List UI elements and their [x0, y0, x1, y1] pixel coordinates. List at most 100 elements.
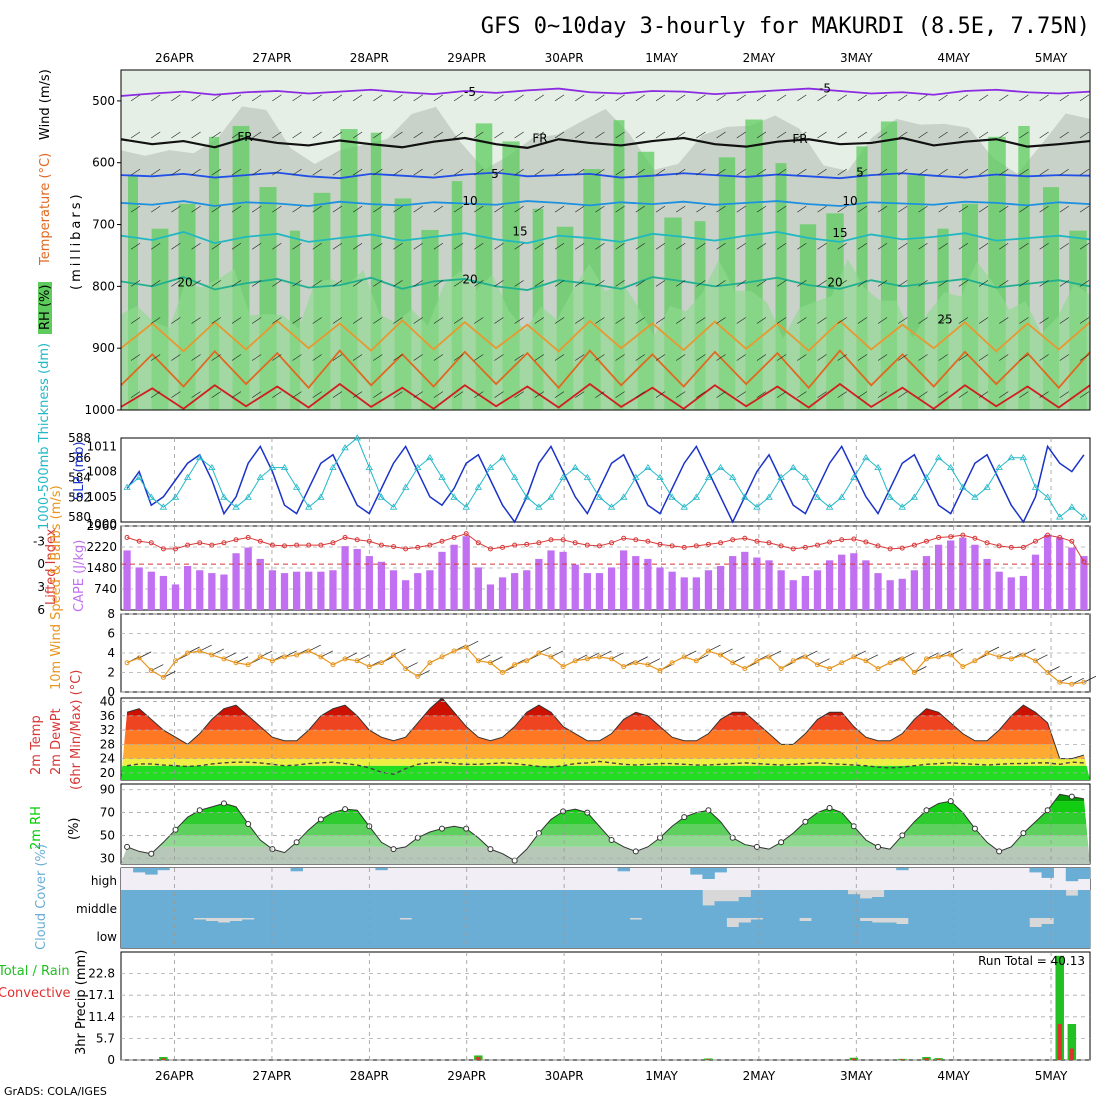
wind-barb	[332, 168, 343, 176]
temp-contour-2	[120, 171, 1091, 180]
wind-barb	[433, 391, 444, 398]
wind-barb	[837, 354, 847, 361]
wind-barb	[474, 131, 484, 139]
cloud-cell-low	[1077, 918, 1091, 948]
wind-barb	[534, 94, 544, 102]
rh-moist-column	[856, 146, 868, 410]
rh-point	[245, 821, 252, 827]
wind-barb	[433, 243, 444, 250]
wind-barb	[635, 205, 645, 213]
li-point	[681, 544, 687, 550]
li-point	[596, 543, 602, 549]
thickness-point	[692, 493, 701, 500]
cape-label: CAPE (J/kg)	[72, 540, 87, 612]
thickness-point	[486, 463, 495, 471]
wind-barb	[978, 205, 989, 213]
wind-barb	[1019, 168, 1029, 176]
wind-barb	[171, 280, 181, 287]
cape-bar	[680, 577, 688, 610]
thickness-point	[728, 473, 737, 480]
cloud-cell-low	[157, 918, 170, 948]
upper-air-frame	[120, 69, 1091, 411]
wind-point	[923, 656, 929, 662]
wind-barb	[1059, 243, 1069, 250]
cloud-cell-middle	[811, 890, 824, 918]
wind-barb	[171, 391, 181, 398]
wind-barb	[272, 280, 282, 287]
wind-barb	[615, 317, 625, 324]
cape-bar	[329, 570, 337, 610]
wind-point	[1045, 670, 1051, 675]
thickness-point	[123, 483, 131, 490]
li-point	[318, 542, 324, 548]
cloud-cell-low	[375, 918, 388, 948]
wind-barb	[514, 391, 524, 398]
cloud-cell-low	[799, 921, 812, 948]
wind-barb	[736, 243, 746, 250]
wind-barb	[231, 280, 242, 287]
wind-barb	[676, 354, 686, 361]
wind-barb	[918, 131, 928, 139]
wind-point	[960, 664, 966, 670]
wind-barb	[776, 131, 787, 139]
wind-barb	[857, 317, 868, 324]
cape-bar	[1031, 554, 1040, 610]
li-point	[415, 544, 421, 550]
cloud-cell-middle	[157, 890, 170, 918]
cape-bar	[1019, 575, 1028, 610]
wind-barb	[130, 205, 141, 213]
cloud-cell-high	[702, 868, 715, 879]
wind-barb	[938, 391, 948, 398]
cloud-cell-low	[641, 918, 655, 948]
wind-barb	[615, 354, 625, 361]
top-day-label-4: 30APR	[545, 51, 584, 65]
wind-barb	[312, 205, 322, 213]
temp-label-1: 2m Temp	[29, 715, 44, 775]
wind-barb	[534, 168, 544, 176]
thickness-point	[825, 503, 834, 510]
precip-ytick-0: 0	[107, 1053, 115, 1067]
li-point	[814, 542, 820, 548]
wind-ytick-2: 4	[107, 646, 115, 660]
top-day-label-8: 4MAY	[937, 51, 970, 65]
wind-barb	[595, 354, 605, 361]
li-point	[269, 542, 275, 548]
rh-point	[608, 837, 615, 843]
cloud-cell-low	[520, 918, 534, 948]
wind-barb	[494, 354, 504, 361]
ua-ytick-0: 500	[92, 94, 115, 108]
thickness-point	[1019, 453, 1028, 461]
cloud-cell-middle	[557, 890, 570, 918]
rh-band-4	[121, 801, 1090, 813]
wind-barb	[191, 317, 201, 324]
precip-label: 3hr Precip (mm)	[74, 950, 89, 1055]
thickness-line	[126, 437, 1085, 518]
wind-point	[378, 660, 384, 666]
wind-barb	[696, 131, 706, 139]
rh-point	[1068, 793, 1075, 800]
wind-barb	[1019, 205, 1029, 213]
rh-moist-column	[289, 230, 301, 410]
cloud-cell-low	[678, 918, 691, 948]
thickness-point	[220, 493, 228, 500]
wind-barb	[211, 391, 221, 398]
cape-bar	[244, 547, 252, 610]
wind-point	[366, 664, 372, 670]
wind-barb	[1079, 205, 1090, 213]
thickness-point	[135, 473, 143, 480]
rh-ytick-2: 70	[100, 806, 115, 820]
cloud-cell-middle	[581, 890, 594, 918]
cloud-cell-low	[956, 918, 970, 948]
thickness-point	[535, 503, 543, 510]
cape-bar	[741, 551, 749, 610]
cloud-cell-middle	[726, 901, 740, 918]
wind-barb	[332, 391, 343, 398]
cloud-cell-low	[435, 918, 449, 948]
cloud-cell-middle	[181, 890, 194, 918]
cloud-cell-low	[920, 918, 933, 948]
wind-barb	[756, 354, 767, 361]
wind-barb	[191, 205, 201, 213]
contour-label-11: 20	[462, 272, 477, 286]
wind-barb	[130, 354, 141, 361]
wind-barb	[958, 205, 969, 213]
